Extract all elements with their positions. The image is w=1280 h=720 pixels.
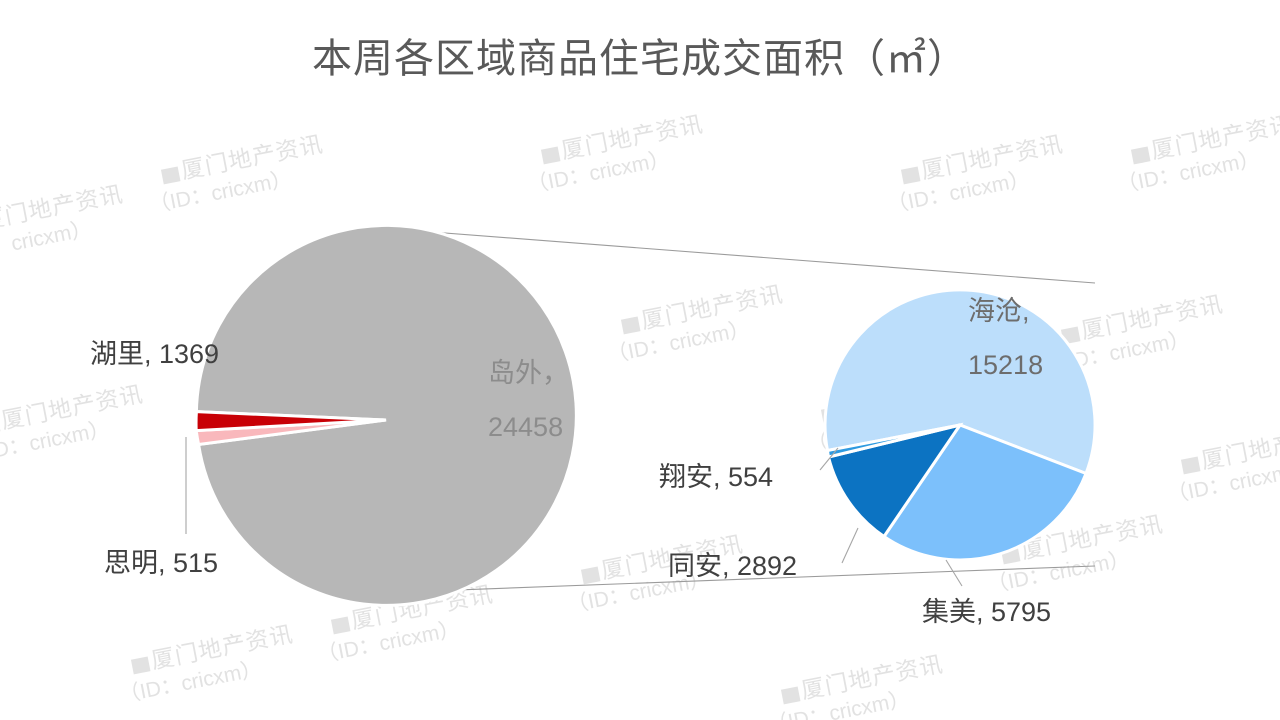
- label-daowai-line1: 岛外，: [488, 358, 569, 388]
- label-jimei: 集美, 5795: [922, 597, 1051, 627]
- label-haicang-line1: 海沧,: [968, 296, 1030, 326]
- leader-line-xiangan: [819, 447, 839, 471]
- connector-line-top: [392, 228, 1096, 284]
- slice-huli[interactable]: [194, 410, 387, 433]
- slice-xiangan[interactable]: [825, 423, 961, 459]
- label-xiangan: 翔安, 554: [659, 462, 773, 492]
- label-huli: 湖里, 1369: [90, 339, 219, 369]
- slice-daowai[interactable]: [194, 223, 578, 607]
- label-haicang-line2: 15218: [968, 350, 1043, 380]
- label-siming: 思明, 515: [104, 548, 218, 578]
- leader-line-tongan: [841, 527, 859, 564]
- chart-title: 本周各区域商品住宅成交面积（㎡）: [312, 37, 968, 81]
- slice-jimei[interactable]: [881, 423, 1088, 562]
- slice-tongan[interactable]: [826, 422, 964, 539]
- label-daowai-line2: 24458: [488, 412, 563, 442]
- label-tongan: 同安, 2892: [668, 551, 797, 581]
- leader-line-jimei: [945, 559, 963, 587]
- slice-haicang[interactable]: [823, 288, 1097, 476]
